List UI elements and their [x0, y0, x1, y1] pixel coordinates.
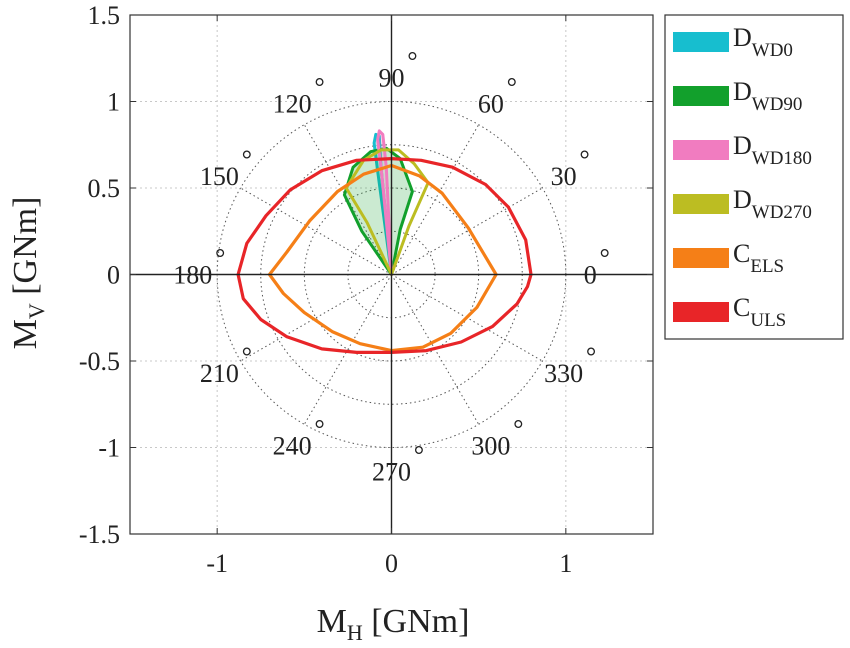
angle-degree-mark: °: [215, 244, 225, 273]
legend-label-sub: WD180: [752, 148, 812, 169]
angle-degree-mark: °: [579, 145, 589, 174]
series-d-wd270: [344, 148, 430, 276]
angle-degree-mark: °: [314, 414, 324, 443]
series-layer: [236, 129, 533, 354]
legend-label-main: C: [733, 293, 750, 322]
y-tick-label: -1: [98, 434, 120, 463]
angle-label: 270: [372, 458, 411, 487]
angle-label: 120: [273, 90, 312, 119]
legend-swatch: [673, 248, 729, 268]
x-axis-title-main: M: [317, 603, 347, 640]
angle-degree-mark: °: [242, 342, 252, 371]
legend-label-main: C: [733, 239, 750, 268]
angle-label: 330: [544, 359, 583, 388]
y-tick-label: 1.5: [88, 1, 121, 30]
y-tick-label: 0.5: [88, 174, 121, 203]
legend-swatch: [673, 194, 729, 214]
x-axis-title-unit: [GNm]: [363, 603, 470, 640]
angle-degree-mark: °: [314, 73, 324, 102]
legend-label-main: D: [733, 77, 752, 106]
legend-label-sub: WD0: [752, 40, 793, 61]
angle-degree-mark: °: [586, 342, 596, 371]
legend-swatch: [673, 140, 729, 160]
angle-degree-mark: °: [600, 244, 610, 273]
angle-label: 180: [173, 261, 212, 290]
polar-spoke: [391, 274, 543, 362]
x-tick-label: 1: [559, 549, 572, 578]
y-tick-label: 0: [107, 261, 120, 290]
legend-label: DWD90: [733, 77, 802, 115]
legend-label: DWD180: [733, 131, 812, 169]
axes-layer: [129, 14, 654, 535]
y-tick-label: -0.5: [79, 347, 120, 376]
angle-degree-mark: °: [414, 441, 424, 470]
legend-swatch: [673, 302, 729, 322]
legend-label-sub: ELS: [750, 256, 784, 277]
angle-label: 210: [200, 359, 239, 388]
polar-spoke: [391, 124, 480, 275]
legend-label: DWD0: [733, 23, 793, 61]
angle-label: 300: [471, 431, 510, 460]
y-tick-label: 1: [107, 88, 120, 117]
angle-label: 30: [551, 162, 577, 191]
legend-swatch: [673, 86, 729, 106]
y-axis-title-unit: [GNm]: [7, 197, 44, 304]
y-tick-label: -1.5: [79, 520, 120, 549]
angle-label: 60: [478, 90, 504, 119]
angle-degree-mark: °: [242, 145, 252, 174]
y-axis-title-sub: V: [24, 303, 49, 319]
y-axis-title: MV [GNm]: [7, 197, 49, 350]
legend-label: DWD270: [733, 185, 812, 223]
angle-label: 0: [584, 261, 597, 290]
tick-labels: -1 0 1 1.5 1 0.5 0 -0.5 -1 -1.5: [79, 1, 573, 578]
legend-label-sub: WD270: [752, 202, 812, 223]
legend-label-sub: WD90: [752, 94, 803, 115]
angle-labels: 0°30°60°90°120°150°180°210°240°270° 300°3…: [173, 46, 610, 486]
angle-degree-mark: °: [507, 73, 517, 102]
x-axis-title: MH [GNm]: [317, 603, 470, 645]
angle-label: 150: [200, 162, 239, 191]
polar-spoke: [240, 274, 392, 362]
x-tick-label: 0: [385, 549, 398, 578]
x-tick-label: -1: [206, 549, 228, 578]
polar-spoke: [303, 274, 392, 425]
series-d-wd90: [342, 146, 414, 276]
legend-swatch: [673, 32, 729, 52]
angle-label: 240: [273, 431, 312, 460]
x-axis-title-sub: H: [347, 620, 363, 645]
polar-spoke: [240, 187, 392, 275]
legend-label-main: D: [733, 131, 752, 160]
y-axis-title-main: M: [7, 319, 44, 349]
legend-box: [664, 14, 844, 340]
legend-label: CELS: [733, 239, 784, 277]
legend-label: CULS: [733, 293, 786, 331]
angle-degree-mark: °: [407, 46, 417, 75]
polar-spoke: [391, 187, 543, 275]
legend-label-main: D: [733, 23, 752, 52]
legend-label-sub: ULS: [750, 310, 786, 331]
angle-label: 90: [379, 63, 405, 92]
legend-label-main: D: [733, 185, 752, 214]
angle-degree-mark: °: [513, 414, 523, 443]
